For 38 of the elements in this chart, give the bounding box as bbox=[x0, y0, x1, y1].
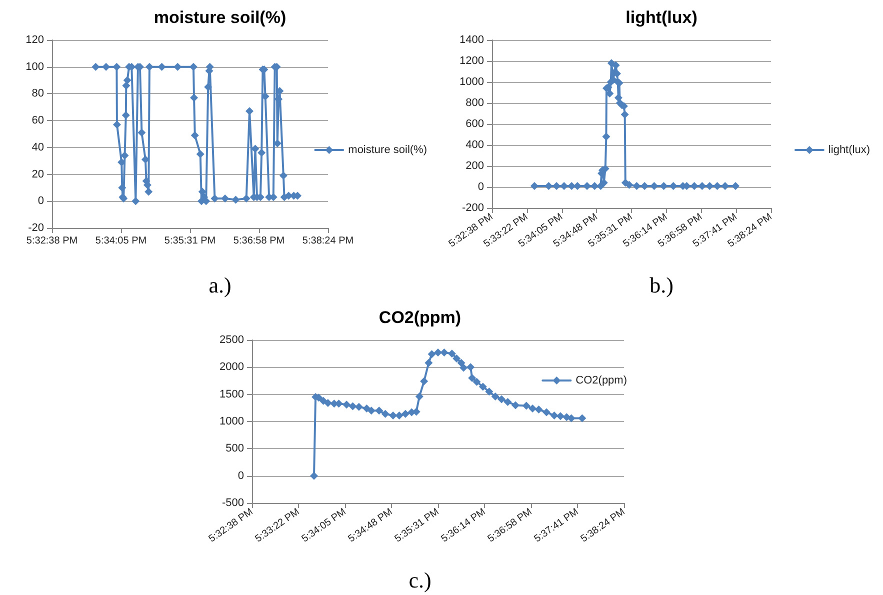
text: b.) bbox=[650, 272, 674, 298]
y-tick-label: 1500 bbox=[220, 388, 244, 400]
y-tick-label: 0 bbox=[238, 470, 244, 482]
y-tick-label: 1000 bbox=[220, 416, 244, 428]
y-tick-label: 1200 bbox=[460, 55, 484, 67]
chart-title: moisture soil(%) bbox=[154, 8, 286, 27]
y-tick-label: 2000 bbox=[220, 361, 244, 374]
y-tick-label: 20 bbox=[32, 168, 44, 180]
legend-label: moisture soil(%) bbox=[348, 144, 428, 156]
y-tick-label: 1400 bbox=[460, 34, 484, 46]
y-tick-label: -200 bbox=[462, 202, 484, 214]
y-tick-label: 500 bbox=[226, 442, 244, 455]
text: c.) bbox=[408, 568, 432, 592]
y-tick-label: 400 bbox=[466, 139, 484, 151]
text: a.) bbox=[208, 272, 232, 298]
y-tick-label: 120 bbox=[26, 34, 44, 46]
legend-label: CO2(ppm) bbox=[576, 374, 627, 386]
legend-label: light(lux) bbox=[828, 144, 870, 156]
y-tick-label: 0 bbox=[478, 181, 484, 193]
y-tick-label: 0 bbox=[38, 195, 44, 208]
y-tick-label: 80 bbox=[32, 88, 44, 100]
y-tick-label: 40 bbox=[32, 141, 44, 154]
y-tick-label: 800 bbox=[466, 97, 484, 109]
x-tick-label: 5:38:24 PM bbox=[302, 236, 354, 246]
y-tick-label: 200 bbox=[466, 160, 484, 172]
chart-title: CO2(ppm) bbox=[378, 308, 462, 327]
chart-title: light(lux) bbox=[626, 8, 698, 27]
y-tick-label: -20 bbox=[28, 222, 44, 234]
x-tick-label: 5:35:31 PM bbox=[164, 236, 216, 246]
y-tick-label: -500 bbox=[222, 497, 244, 509]
y-tick-label: 100 bbox=[26, 60, 44, 73]
x-tick-label: 5:34:05 PM bbox=[95, 236, 147, 246]
y-tick-label: 600 bbox=[466, 118, 484, 130]
x-tick-label: 5:32:38 PM bbox=[26, 236, 78, 246]
x-tick-label: 5:36:58 PM bbox=[233, 236, 285, 246]
y-tick-label: 2500 bbox=[220, 334, 244, 346]
y-tick-label: 60 bbox=[32, 114, 44, 127]
y-tick-label: 1000 bbox=[460, 76, 484, 88]
